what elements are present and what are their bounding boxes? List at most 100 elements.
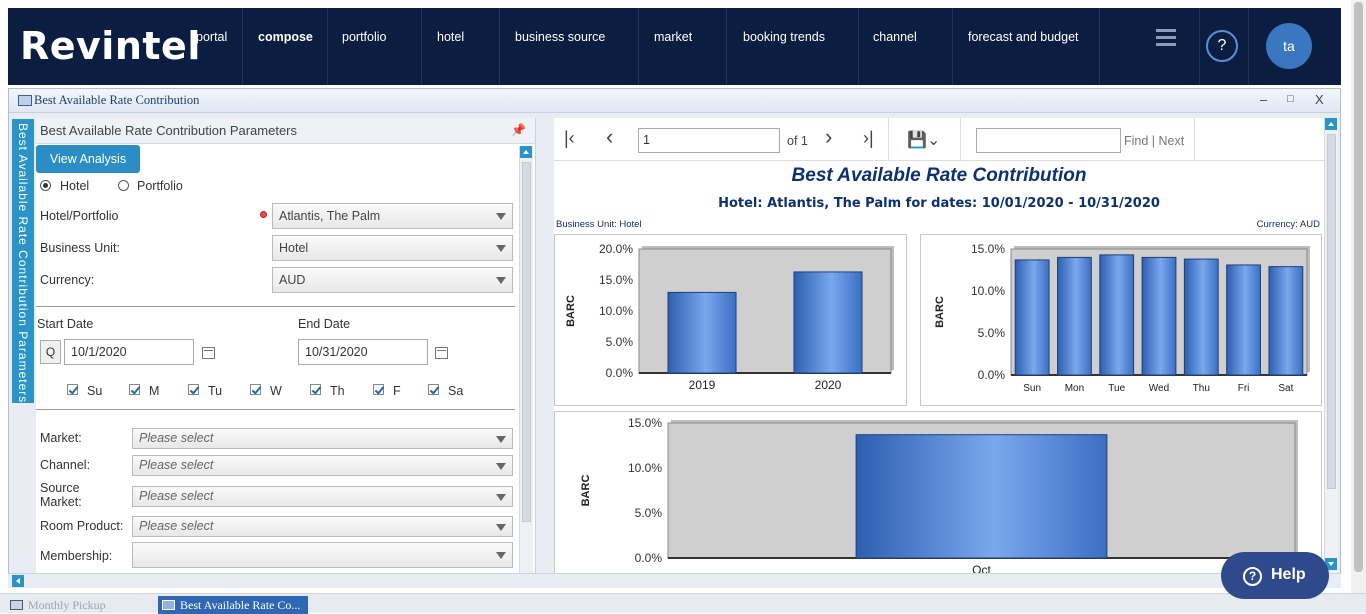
hotel-portfolio-select[interactable]: Atlantis, The Palm [272,203,513,229]
room-product-select[interactable]: Please select [132,516,513,537]
chart-by-year-svg: 0.0% 5.0% 10.0% 15.0% 20.0% BARC 2019 2020 [565,242,894,392]
maximize-button[interactable]: □ [1287,93,1294,105]
nav-item-hotel[interactable]: hotel [437,30,465,44]
chart-by-month: 0.0% 5.0% 10.0% 15.0% BARC Oct [554,411,1322,575]
divider [36,409,515,410]
x-tick-label: Fri [1238,383,1250,394]
parameters-side-tab[interactable]: Best Available Rate Contribution Paramet… [12,119,34,403]
last-page-icon[interactable]: ›| [863,128,874,148]
start-date-input[interactable]: 10/1/2020 [64,339,194,365]
close-button[interactable]: X [1315,92,1324,107]
x-tick-label: Tue [1108,383,1125,394]
day-checkbox-sa[interactable] [428,384,439,395]
nav-item-business-source[interactable]: business source [515,30,606,44]
nav-divider [1099,8,1100,85]
find-input[interactable] [976,128,1121,153]
business-unit-caption: Business Unit: Hotel [556,219,642,230]
help-icon[interactable]: ? [1206,30,1238,62]
membership-select[interactable] [132,542,513,568]
calendar-icon[interactable] [435,347,448,359]
parameters-title: Best Available Rate Contribution Paramet… [40,123,298,138]
nav-item-market[interactable]: market [654,30,693,44]
currency-caption: Currency: AUD [1256,219,1320,230]
page-count-label: of 1 [787,134,808,148]
calendar-icon[interactable] [202,347,215,359]
horizontal-scrollbar[interactable] [8,573,1341,588]
scroll-up-button[interactable] [1325,118,1337,130]
bar [793,271,863,374]
page-scrollbar[interactable] [1351,0,1366,593]
app-logo[interactable]: Revintel [20,24,201,68]
day-checkbox-th[interactable] [310,384,321,395]
page-number-input[interactable]: 1 [638,128,780,153]
help-button[interactable]: ? Help [1221,552,1329,599]
day-checkbox-tu[interactable] [188,384,199,395]
save-icon[interactable]: 💾⌄ [907,132,941,149]
top-navbar: Revintel portal compose portfolio hotel … [8,8,1341,85]
menu-icon[interactable] [1156,29,1176,49]
report-subtitle: Hotel: Atlantis, The Palm for dates: 10/… [718,196,1160,211]
room-product-placeholder: Please select [139,519,214,533]
task-label: Best Available Rate Co... [180,598,301,612]
currency-select[interactable]: AUD [272,267,513,293]
previous-page-icon[interactable]: ‹ [606,124,614,149]
bar [1057,256,1092,376]
hotel-radio-label: Hotel [60,179,90,193]
report-title: Best Available Rate Contribution [791,165,1087,186]
nav-item-portfolio[interactable]: portfolio [342,30,387,44]
parameters-scrollbar[interactable] [519,146,533,575]
nav-divider [858,8,859,85]
scrollbar-thumb[interactable] [1327,134,1336,489]
chevron-down-icon [496,494,506,501]
report-scrollbar[interactable] [1324,118,1338,575]
scroll-down-button[interactable] [1325,558,1337,570]
day-checkbox-su[interactable] [67,384,78,395]
x-tick-label: Thu [1193,383,1210,394]
task-monthly-pickup[interactable]: Monthly Pickup [6,596,146,614]
nav-item-booking-trends[interactable]: booking trends [743,30,826,44]
y-tick-label: 0.0% [635,551,663,565]
source-market-select[interactable]: Please select [132,486,513,507]
portfolio-radio[interactable] [118,180,129,191]
nav-item-forecast-and-budget[interactable]: forecast and budget [968,30,1079,44]
scroll-left-button[interactable] [12,575,24,587]
nav-divider [726,8,727,85]
x-tick-label: 2019 [689,378,716,392]
hotel-radio[interactable] [40,180,51,191]
parameters-side-tab-label: Best Available Rate Contribution Paramet… [16,123,30,404]
end-date-input[interactable]: 10/31/2020 [298,339,428,365]
view-analysis-button[interactable]: View Analysis [36,145,140,173]
minimize-button[interactable]: – [1260,92,1268,107]
nav-item-compose[interactable]: compose [258,30,313,44]
business-unit-select[interactable]: Hotel [272,235,513,261]
nav-item-channel[interactable]: channel [873,30,917,44]
bar [1183,258,1219,376]
avatar[interactable]: ta [1266,23,1312,69]
first-page-icon[interactable]: |‹ [564,128,575,148]
chevron-down-icon [496,277,506,284]
day-checkbox-w[interactable] [250,384,261,395]
required-indicator-icon [260,211,267,218]
scrollbar-thumb[interactable] [1354,2,1363,572]
day-checkbox-m[interactable] [129,384,140,395]
nav-item-portal[interactable]: portal [196,30,228,44]
channel-select[interactable]: Please select [132,455,513,476]
task-best-available-rate[interactable]: Best Available Rate Co... [158,596,308,614]
market-select[interactable]: Please select [132,428,513,449]
day-checkbox-f[interactable] [373,384,384,395]
window-title-bar[interactable]: Best Available Rate Contribution – □ X [9,89,1340,113]
scroll-up-button[interactable] [520,146,532,158]
portfolio-radio-label: Portfolio [137,179,183,193]
bar [855,434,1108,559]
business-unit-label: Business Unit: [40,241,120,255]
window-icon [18,95,32,106]
next-page-icon[interactable]: › [825,124,833,149]
currency-value: AUD [279,273,306,287]
find-next-label[interactable]: Find | Next [1124,134,1185,148]
quick-date-button[interactable]: Q [40,340,61,364]
pin-icon[interactable]: 📌 [511,123,526,137]
window-title: Best Available Rate Contribution [34,93,200,107]
channel-placeholder: Please select [139,458,214,472]
y-tick-label: 5.0% [978,326,1006,340]
scrollbar-thumb[interactable] [522,162,531,522]
